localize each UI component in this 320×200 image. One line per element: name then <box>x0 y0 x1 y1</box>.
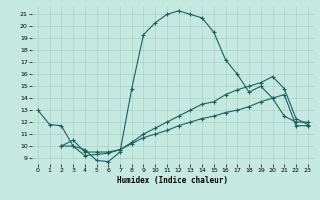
X-axis label: Humidex (Indice chaleur): Humidex (Indice chaleur) <box>117 176 228 185</box>
